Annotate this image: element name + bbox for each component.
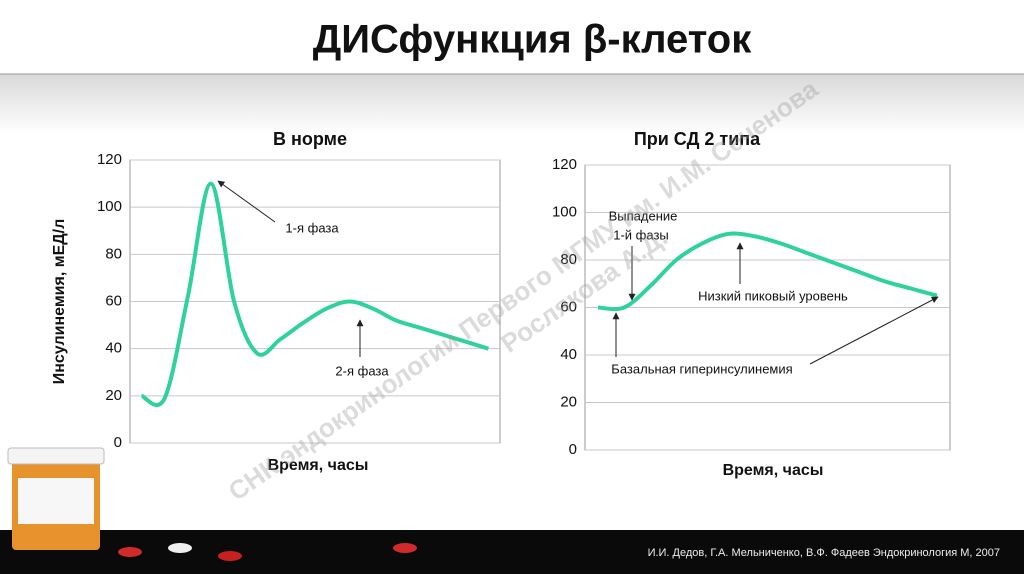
data-line bbox=[597, 231, 938, 312]
y-tick-label: 80 bbox=[105, 245, 122, 262]
annotation-arrow bbox=[809, 296, 939, 365]
y-tick-label: 60 bbox=[105, 292, 122, 309]
x-axis-label: Время, часы bbox=[268, 457, 369, 474]
y-tick-label: 60 bbox=[560, 298, 577, 315]
chart-title: В норме bbox=[273, 129, 347, 149]
pill-bottle bbox=[7, 447, 417, 561]
annotation: Выпадение bbox=[609, 208, 678, 223]
header-band bbox=[0, 74, 1024, 134]
footer-citation: И.И. Дедов, Г.А. Мельниченко, В.Ф. Фадее… bbox=[648, 547, 1000, 559]
y-tick-label: 40 bbox=[560, 346, 577, 363]
y-tick-label: 100 bbox=[97, 198, 122, 215]
data-line bbox=[140, 181, 490, 407]
y-tick-label: 80 bbox=[560, 251, 577, 268]
annotation: Базальная гиперинсулинемия bbox=[611, 361, 792, 376]
chart-title: При СД 2 типа bbox=[634, 129, 761, 149]
y-tick-label: 100 bbox=[552, 203, 577, 220]
annotation: 2-я фаза bbox=[335, 363, 389, 378]
y-tick-label: 40 bbox=[105, 340, 122, 357]
y-axis-label: Инсулинемия, мЕД/л bbox=[51, 219, 68, 385]
y-tick-label: 0 bbox=[114, 434, 122, 451]
annotation: 1-я фаза bbox=[285, 220, 339, 235]
y-tick-label: 0 bbox=[569, 441, 577, 458]
y-tick-label: 20 bbox=[105, 387, 122, 404]
y-tick-label: 20 bbox=[560, 393, 577, 410]
x-axis-label: Время, часы bbox=[723, 462, 824, 479]
footer-bar bbox=[0, 530, 1024, 574]
slide-title: ДИСфункция β-клеток bbox=[313, 18, 752, 62]
annotation: Низкий пиковый уровень bbox=[698, 288, 848, 303]
annotation: 1-й фазы bbox=[613, 227, 669, 242]
y-tick-label: 120 bbox=[97, 151, 122, 168]
annotation-arrow bbox=[217, 180, 276, 223]
y-tick-label: 120 bbox=[552, 156, 577, 173]
